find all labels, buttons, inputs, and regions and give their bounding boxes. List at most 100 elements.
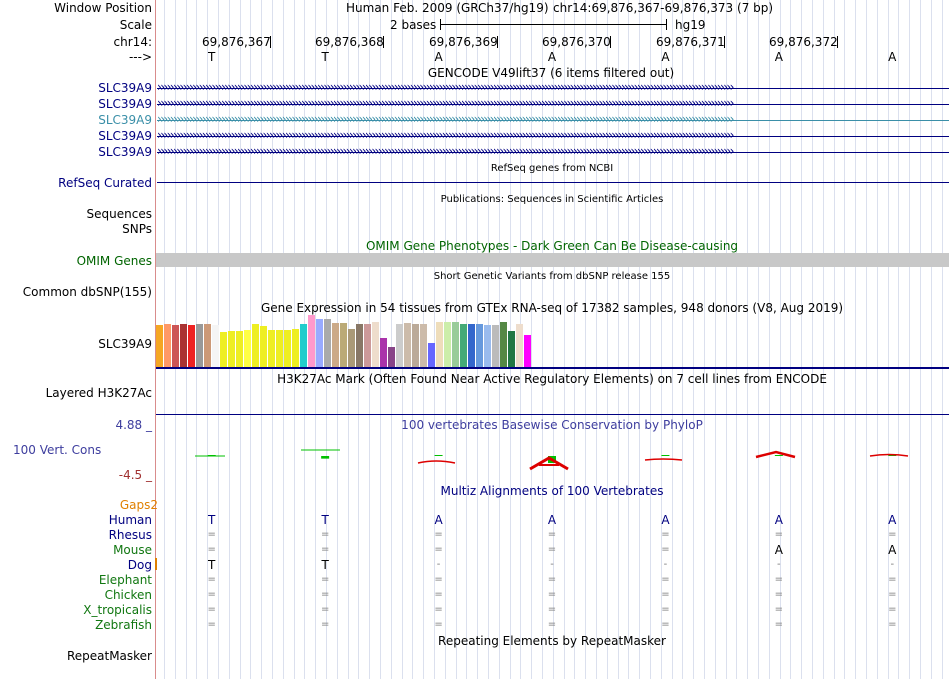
multiz-base: = bbox=[888, 574, 897, 585]
gtex-tissue-bar[interactable] bbox=[460, 324, 467, 367]
multiz-species-label[interactable]: Elephant bbox=[98, 573, 152, 587]
gtex-tissue-bar[interactable] bbox=[348, 329, 355, 367]
gtex-tissue-bar[interactable] bbox=[428, 343, 435, 367]
gtex-tissue-bar[interactable] bbox=[212, 325, 219, 367]
gencode-item-label[interactable]: SLC39A9 bbox=[98, 97, 152, 111]
multiz-base: = bbox=[547, 529, 557, 540]
gtex-tissue-bar[interactable] bbox=[172, 325, 179, 367]
multiz-species-label[interactable]: Dog bbox=[127, 558, 152, 572]
multiz-base: = bbox=[207, 544, 216, 555]
gaps-label[interactable]: Gaps2 bbox=[119, 498, 158, 512]
gtex-tissue-bar[interactable] bbox=[220, 332, 227, 367]
gtex-tissue-bar[interactable] bbox=[164, 324, 171, 367]
gencode-item-label[interactable]: SLC39A9 bbox=[98, 145, 152, 159]
gtex-tissue-bar[interactable] bbox=[324, 319, 331, 367]
gtex-tissue-bar[interactable] bbox=[276, 330, 283, 367]
gtex-tissue-bar[interactable] bbox=[180, 324, 187, 367]
multiz-base: = bbox=[434, 544, 443, 555]
multiz-base: = bbox=[661, 529, 670, 540]
gtex-tissue-bar[interactable] bbox=[204, 324, 211, 367]
gencode-item-label[interactable]: SLC39A9 bbox=[98, 113, 152, 127]
gtex-tissue-bar[interactable] bbox=[300, 324, 307, 367]
refseq-gene-line[interactable] bbox=[157, 182, 949, 183]
grid-line bbox=[877, 0, 878, 679]
gtex-tissue-bar[interactable] bbox=[196, 324, 203, 367]
gencode-transcript[interactable]: ››››››››››››››››››››››››››››››››››››››››… bbox=[157, 129, 949, 143]
grid-line bbox=[564, 0, 565, 679]
multiz-species-label[interactable]: Mouse bbox=[113, 543, 152, 557]
gtex-tissue-bar[interactable] bbox=[380, 338, 387, 367]
gtex-tissue-bar[interactable] bbox=[156, 325, 163, 367]
conservation-track-label[interactable]: 100 Vert. Cons bbox=[13, 443, 102, 457]
gtex-tissue-bar[interactable] bbox=[332, 323, 339, 367]
gtex-tissue-bar[interactable] bbox=[268, 330, 275, 367]
reference-base: A bbox=[547, 50, 557, 64]
gtex-tissue-bar[interactable] bbox=[356, 324, 363, 367]
gencode-transcript-line bbox=[157, 120, 949, 121]
gtex-tissue-bar[interactable] bbox=[308, 315, 315, 367]
gtex-tissue-bar[interactable] bbox=[364, 324, 371, 367]
multiz-species-label[interactable]: X_tropicalis bbox=[83, 603, 152, 617]
gtex-tissue-bar[interactable] bbox=[236, 331, 243, 367]
gtex-tissue-bar[interactable] bbox=[228, 331, 235, 367]
gtex-tissue-bar[interactable] bbox=[388, 347, 395, 367]
gtex-tissue-bar[interactable] bbox=[436, 322, 443, 367]
gencode-transcript[interactable]: ››››››››››››››››››››››››››››››››››››››››… bbox=[157, 145, 949, 159]
refseq-track-label[interactable]: RefSeq Curated bbox=[58, 176, 152, 190]
gtex-tissue-bar[interactable] bbox=[340, 323, 347, 367]
multiz-species-label[interactable]: Zebrafish bbox=[95, 618, 152, 632]
gtex-tissue-bar[interactable] bbox=[188, 325, 195, 367]
gtex-tissue-bar[interactable] bbox=[396, 324, 403, 367]
grid-line bbox=[704, 0, 705, 679]
gtex-tissue-bar[interactable] bbox=[444, 322, 451, 367]
gtex-tissue-bar[interactable] bbox=[476, 324, 483, 367]
gtex-tissue-bar[interactable] bbox=[316, 319, 323, 367]
gtex-track-label[interactable]: SLC39A9 bbox=[98, 337, 152, 351]
multiz-species-label[interactable]: Rhesus bbox=[108, 528, 152, 542]
gtex-tissue-bar[interactable] bbox=[516, 324, 523, 367]
snps-label[interactable]: SNPs bbox=[122, 222, 152, 236]
gencode-transcript[interactable]: ››››››››››››››››››››››››››››››››››››››››… bbox=[157, 97, 949, 111]
omim-gene-bar[interactable] bbox=[156, 253, 949, 267]
gtex-tissue-bar[interactable] bbox=[284, 330, 291, 367]
gtex-tissue-bar[interactable] bbox=[412, 324, 419, 367]
phylop-bar bbox=[661, 455, 670, 456]
sequences-label[interactable]: Sequences bbox=[86, 207, 152, 221]
gtex-tissue-bar[interactable] bbox=[260, 326, 267, 367]
multiz-species-label[interactable]: Chicken bbox=[104, 588, 152, 602]
grid-line bbox=[574, 0, 575, 679]
gtex-tissue-bar[interactable] bbox=[420, 324, 427, 367]
omim-track-label[interactable]: OMIM Genes bbox=[76, 254, 152, 268]
multiz-species-label[interactable]: Human bbox=[108, 513, 152, 527]
publications-track-title: Publications: Sequences in Scientific Ar… bbox=[440, 194, 664, 205]
gtex-tissue-bar[interactable] bbox=[452, 322, 459, 367]
gtex-bar-chart[interactable] bbox=[156, 314, 536, 367]
gtex-tissue-bar[interactable] bbox=[292, 329, 299, 367]
gtex-tissue-bar[interactable] bbox=[404, 323, 411, 367]
gtex-tissue-bar[interactable] bbox=[372, 322, 379, 367]
grid-line bbox=[747, 0, 748, 679]
grid-line bbox=[596, 0, 597, 679]
reference-base: T bbox=[208, 50, 216, 64]
gtex-tissue-bar[interactable] bbox=[492, 325, 499, 367]
multiz-base: - bbox=[663, 559, 668, 570]
dbsnp-track-label[interactable]: Common dbSNP(155) bbox=[22, 285, 152, 299]
gtex-tissue-bar[interactable] bbox=[500, 322, 507, 367]
gencode-item-label[interactable]: SLC39A9 bbox=[98, 129, 152, 143]
gtex-tissue-bar[interactable] bbox=[524, 335, 531, 367]
gtex-tissue-bar[interactable] bbox=[508, 331, 515, 367]
multiz-base: = bbox=[774, 529, 784, 540]
gtex-tissue-bar[interactable] bbox=[484, 325, 491, 367]
h3k27ac-track-label[interactable]: Layered H3K27Ac bbox=[45, 386, 152, 400]
gencode-transcript[interactable]: ››››››››››››››››››››››››››››››››››››››››… bbox=[157, 113, 949, 127]
gtex-tissue-bar[interactable] bbox=[244, 330, 251, 367]
multiz-base: = bbox=[888, 604, 897, 615]
gtex-tissue-bar[interactable] bbox=[468, 324, 475, 367]
gencode-item-label[interactable]: SLC39A9 bbox=[98, 81, 152, 95]
gencode-transcript[interactable]: ››››››››››››››››››››››››››››››››››››››››… bbox=[157, 81, 949, 95]
coordinate-label: 69,876,369 bbox=[429, 35, 498, 49]
repeatmasker-track-label[interactable]: RepeatMasker bbox=[66, 649, 152, 663]
gtex-tissue-bar[interactable] bbox=[252, 324, 259, 367]
